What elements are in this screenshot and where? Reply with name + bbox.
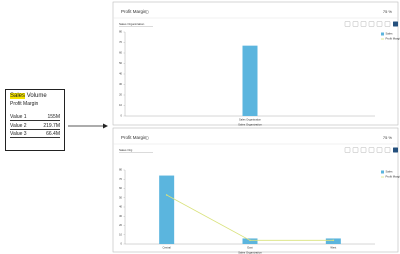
- toolbar-button[interactable]: [393, 147, 398, 153]
- panel-title: Profit Margin: [121, 135, 147, 140]
- line-point: [249, 239, 251, 242]
- bar[interactable]: [242, 45, 258, 116]
- y-tick-label: 20: [119, 223, 122, 227]
- y-tick-label: 60: [119, 51, 122, 55]
- legend-label: Sales: [386, 32, 394, 36]
- box-subtitle: Profit Margin: [10, 101, 39, 107]
- info-icon[interactable]: [145, 136, 149, 140]
- y-tick-label: 50: [119, 61, 122, 65]
- toolbar-button[interactable]: [352, 147, 359, 153]
- y-tick-label: 80: [119, 30, 122, 34]
- row-label: Value 2: [10, 122, 27, 129]
- legend-label: Sales: [386, 170, 394, 174]
- line-point: [332, 239, 335, 242]
- y-tick-label: 0: [121, 114, 123, 118]
- y-tick-label: 30: [119, 82, 122, 86]
- filter[interactable]: Sales Organization: [119, 22, 145, 26]
- x-tick-label: Sales Organization: [239, 118, 261, 122]
- box-title: Sales Volume: [10, 93, 60, 99]
- row-label: Value 1: [10, 114, 27, 120]
- bar[interactable]: [325, 238, 341, 244]
- legend-swatch: [381, 32, 384, 36]
- panel-title: Profit Margin: [121, 9, 147, 14]
- row: Value 1 155M: [10, 114, 60, 121]
- bar[interactable]: [159, 175, 175, 244]
- panel: [112, 127, 399, 253]
- toolbar-button[interactable]: [360, 147, 367, 153]
- filter[interactable]: Sales Org: [119, 148, 133, 152]
- toolbar-button[interactable]: [384, 21, 391, 27]
- row-label: Value 3: [10, 131, 27, 137]
- y-tick-label: 70: [119, 40, 122, 44]
- info-box: Sales Volume Profit Margin Value 1 155M V…: [5, 89, 65, 151]
- y-tick-label: 50: [119, 195, 122, 199]
- x-axis-title: Sales Organization: [238, 251, 262, 254]
- y-tick-label: 20: [119, 93, 122, 97]
- toolbar-button[interactable]: [360, 21, 367, 27]
- row-value: 219.7M: [43, 122, 60, 129]
- toolbar-button[interactable]: [376, 21, 383, 27]
- x-tick-label: East: [247, 246, 252, 250]
- legend-label: Profit Margin: [386, 175, 400, 179]
- toolbar-button[interactable]: [352, 21, 359, 27]
- y-tick-label: 0: [121, 242, 123, 246]
- y-tick-label: 10: [119, 103, 122, 107]
- toolbar-button[interactable]: [368, 147, 375, 153]
- y-tick-label: 60: [119, 186, 122, 190]
- toolbar-button[interactable]: [393, 21, 398, 27]
- y-tick-label: 40: [119, 205, 122, 209]
- arrow-head: [103, 123, 108, 129]
- toolbar-button[interactable]: [376, 147, 383, 153]
- y-tick-label: 30: [119, 214, 122, 218]
- line-point: [165, 194, 168, 196]
- bar[interactable]: [242, 238, 258, 244]
- title-rest: Volume: [26, 93, 47, 99]
- row: Value 2 219.7M: [10, 123, 60, 130]
- toolbar-button[interactable]: [368, 21, 375, 27]
- badge: 75 %: [383, 9, 393, 14]
- x-tick-label: Central: [162, 246, 171, 250]
- y-tick-label: 40: [119, 72, 122, 76]
- toolbar-button[interactable]: [344, 147, 351, 153]
- toolbar-button[interactable]: [384, 147, 391, 153]
- x-axis-title: Sales Organization: [238, 123, 262, 127]
- x-tick-label: West: [330, 246, 336, 250]
- row: Value 3 66.4M: [10, 131, 60, 138]
- y-tick-label: 70: [119, 177, 122, 181]
- badge: 75 %: [383, 135, 393, 140]
- y-tick-label: 10: [119, 232, 122, 236]
- toolbar-button[interactable]: [344, 21, 351, 27]
- highlight: Sales: [10, 93, 26, 99]
- row-value: 66.4M: [46, 131, 60, 137]
- legend-label: Profit Margin: [386, 37, 400, 41]
- legend-swatch: [381, 170, 384, 174]
- row-value: 155M: [47, 114, 60, 120]
- info-icon[interactable]: [145, 10, 149, 14]
- y-tick-label: 80: [119, 168, 122, 172]
